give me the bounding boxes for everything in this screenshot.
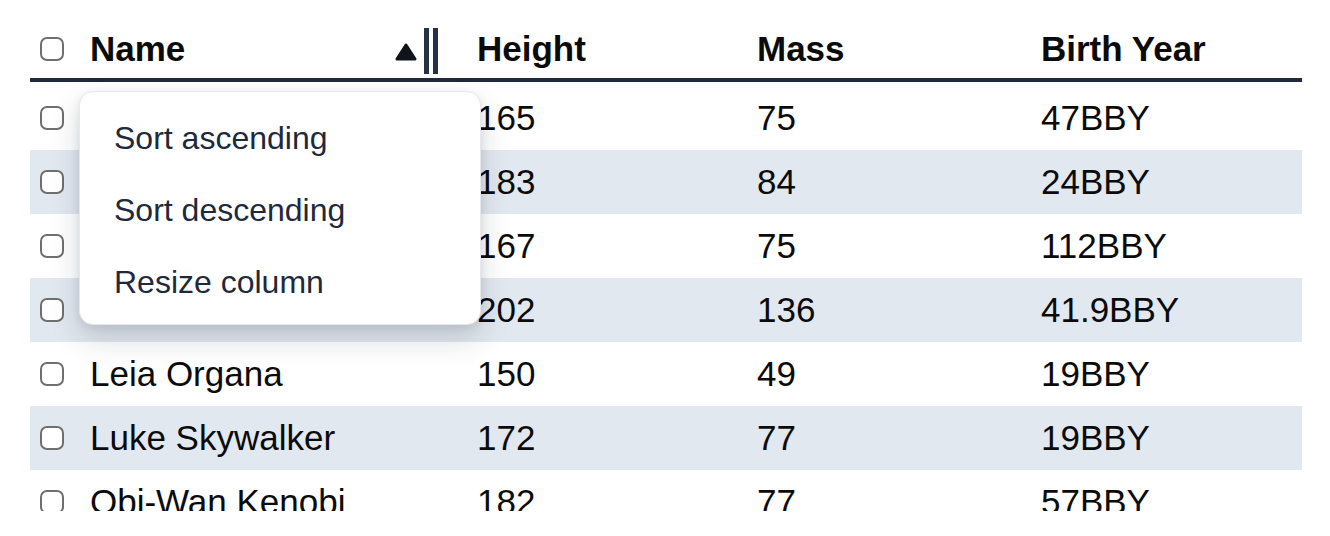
- sort-ascending-icon: [395, 42, 417, 62]
- cell-mass: 75: [722, 214, 1006, 278]
- cell-height: 182: [442, 470, 722, 511]
- cell-mass: 136: [722, 278, 1006, 342]
- row-checkbox-cell: [30, 470, 90, 511]
- cell-birth-year: 41.9BBY: [1006, 278, 1302, 342]
- select-all-checkbox[interactable]: [40, 37, 64, 61]
- row-checkbox[interactable]: [40, 362, 64, 386]
- cell-height: 165: [442, 86, 722, 150]
- row-checkbox[interactable]: [40, 298, 64, 322]
- cell-mass: 77: [722, 406, 1006, 470]
- cell-birth-year: 47BBY: [1006, 86, 1302, 150]
- cell-birth-year: 57BBY: [1006, 470, 1302, 511]
- column-header-birth-year-label: Birth Year: [1041, 29, 1206, 69]
- table-header-row: Name Height Mass Birth Year: [30, 0, 1302, 82]
- cell-birth-year: 112BBY: [1006, 214, 1302, 278]
- cell-birth-year: 24BBY: [1006, 150, 1302, 214]
- cell-name: Obi-Wan Kenobi: [90, 470, 442, 511]
- column-header-mass-label: Mass: [757, 29, 845, 69]
- menu-item-sort-descending[interactable]: Sort descending: [80, 174, 480, 246]
- page: Name Height Mass Birth Year 165 75 47BBY: [0, 0, 1330, 536]
- header-checkbox-cell: [30, 0, 90, 78]
- cell-mass: 77: [722, 470, 1006, 511]
- row-checkbox-cell: [30, 342, 90, 406]
- table-row: Leia Organa 150 49 19BBY: [30, 342, 1302, 406]
- column-header-name[interactable]: Name: [90, 0, 442, 78]
- cell-name: Luke Skywalker: [90, 406, 442, 470]
- cell-name: Leia Organa: [90, 342, 442, 406]
- column-header-name-label: Name: [90, 29, 185, 69]
- column-header-height[interactable]: Height: [442, 0, 722, 78]
- column-header-mass[interactable]: Mass: [722, 0, 1006, 78]
- row-checkbox[interactable]: [40, 106, 64, 130]
- cell-mass: 75: [722, 86, 1006, 150]
- column-context-menu: Sort ascending Sort descending Resize co…: [79, 91, 481, 325]
- menu-item-resize-column[interactable]: Resize column: [80, 246, 480, 318]
- table-row: Luke Skywalker 172 77 19BBY: [30, 406, 1302, 470]
- cell-height: 202: [442, 278, 722, 342]
- row-checkbox[interactable]: [40, 490, 64, 511]
- cell-height: 172: [442, 406, 722, 470]
- cell-birth-year: 19BBY: [1006, 342, 1302, 406]
- row-checkbox[interactable]: [40, 234, 64, 258]
- menu-item-sort-ascending[interactable]: Sort ascending: [80, 102, 480, 174]
- column-header-birth-year[interactable]: Birth Year: [1006, 0, 1302, 78]
- cell-birth-year: 19BBY: [1006, 406, 1302, 470]
- cell-mass: 49: [722, 342, 1006, 406]
- table-row: Obi-Wan Kenobi 182 77 57BBY: [30, 470, 1302, 511]
- column-header-height-label: Height: [477, 29, 586, 69]
- cell-height: 183: [442, 150, 722, 214]
- row-checkbox-cell: [30, 406, 90, 470]
- row-checkbox[interactable]: [40, 426, 64, 450]
- cell-height: 150: [442, 342, 722, 406]
- cell-mass: 84: [722, 150, 1006, 214]
- row-checkbox[interactable]: [40, 170, 64, 194]
- column-resize-handle[interactable]: [424, 28, 438, 74]
- cell-height: 167: [442, 214, 722, 278]
